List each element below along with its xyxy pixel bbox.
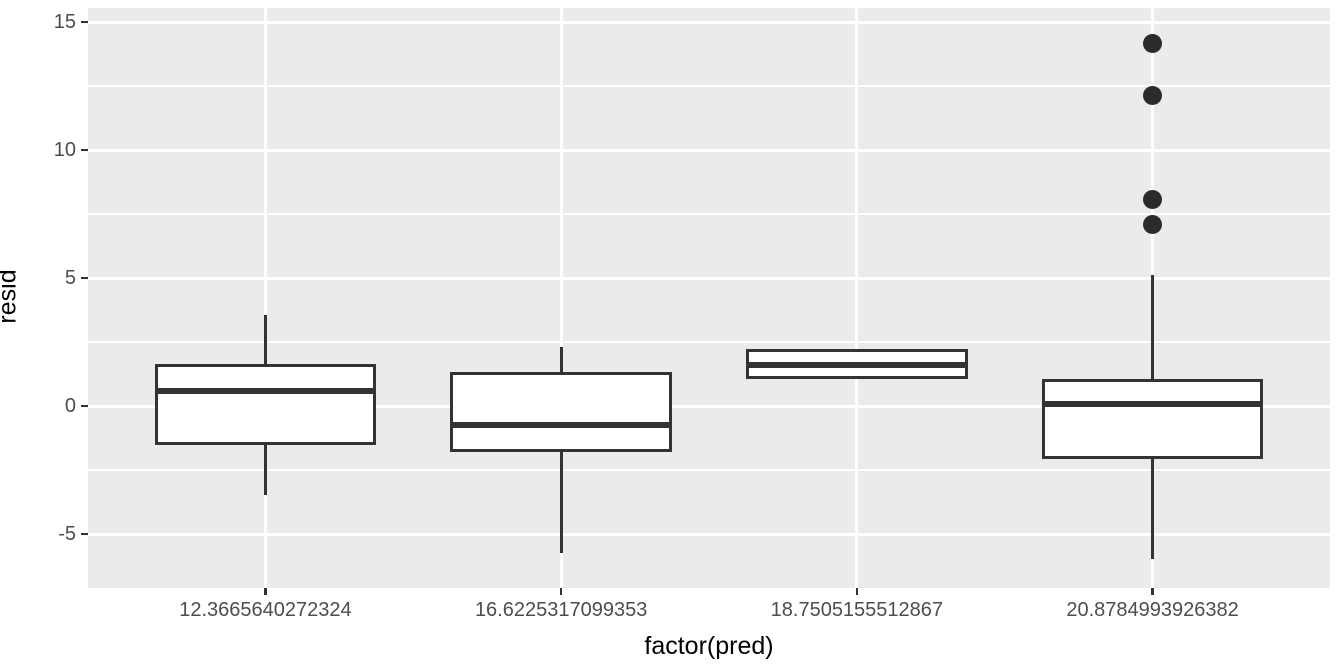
y-tick-mark [81, 276, 88, 280]
y-tick-label: 0 [64, 395, 76, 418]
x-tick-label: 18.7505155512867 [770, 599, 944, 621]
y-tick-label: 15 [53, 11, 76, 34]
box-median [1044, 401, 1261, 408]
y-tick-mark [81, 404, 88, 408]
y-minor-gridline [88, 213, 1330, 216]
y-minor-gridline [88, 469, 1330, 472]
y-tick-mark [81, 20, 88, 24]
box-median [748, 361, 965, 368]
y-tick-label: 5 [64, 267, 76, 290]
x-tick-label: 20.8784993926382 [1066, 599, 1239, 621]
y-tick-label: 10 [53, 139, 76, 162]
y-tick-label: -5 [58, 523, 76, 546]
box-median [453, 421, 670, 428]
y-minor-gridline [88, 341, 1330, 344]
x-tick-label: 12.3665640272324 [179, 599, 352, 621]
x-tick-mark [1151, 588, 1154, 595]
y-minor-gridline [88, 85, 1330, 88]
plot-panel [88, 8, 1330, 588]
x-major-gridline [855, 8, 859, 588]
y-tick-mark [81, 532, 88, 536]
outlier-point [1143, 215, 1163, 235]
x-tick-mark [559, 588, 563, 595]
box-median [157, 388, 374, 395]
y-major-gridline [88, 276, 1330, 280]
y-major-gridline [88, 404, 1330, 408]
box-rect [154, 364, 377, 446]
box-rect [745, 349, 968, 379]
x-axis-title: factor(pred) [644, 632, 774, 660]
box-rect [1041, 379, 1264, 459]
outlier-point [1143, 33, 1163, 53]
box-rect [450, 372, 673, 452]
y-major-gridline [88, 20, 1330, 24]
x-tick-mark [855, 588, 859, 595]
outlier-point [1143, 189, 1163, 209]
x-tick-mark [264, 588, 267, 595]
y-axis-title: resid [0, 269, 22, 324]
y-tick-mark [81, 148, 88, 152]
y-major-gridline [88, 148, 1330, 152]
y-major-gridline [88, 532, 1330, 536]
outlier-point [1143, 86, 1163, 106]
x-tick-label: 16.6225317099353 [474, 599, 648, 621]
x-major-gridline [263, 8, 267, 588]
x-major-gridline [559, 8, 563, 588]
